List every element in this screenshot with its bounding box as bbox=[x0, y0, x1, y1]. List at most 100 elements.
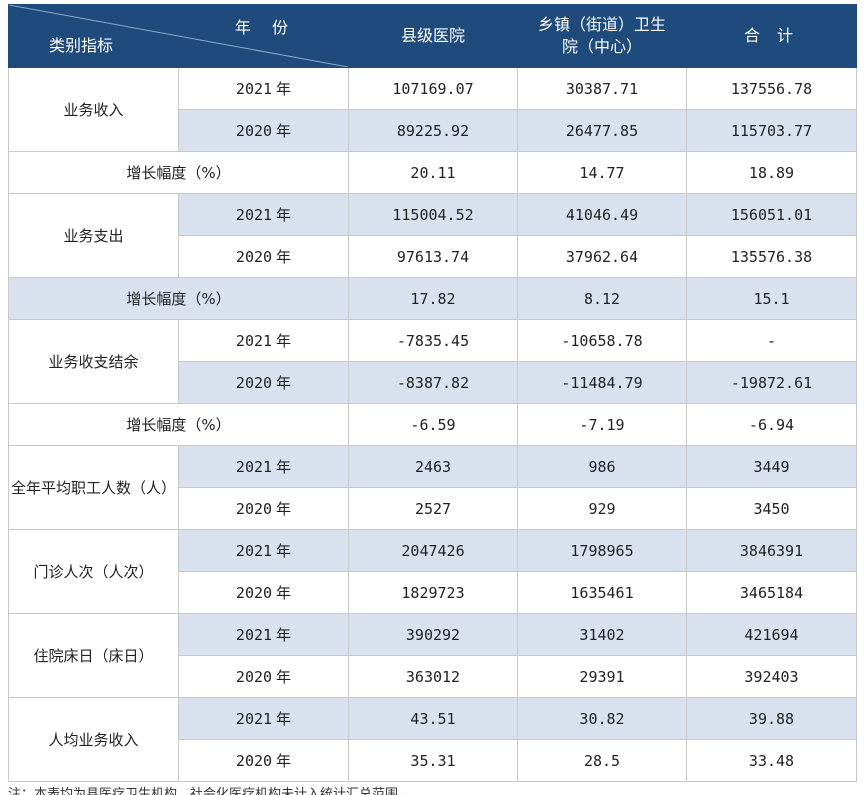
year-value: 2021 bbox=[235, 626, 273, 644]
value-cell-v1: 390292 bbox=[348, 613, 518, 656]
year-cell: 2020 年 bbox=[178, 361, 349, 404]
value-cell-v2: -11484.79 bbox=[517, 361, 687, 404]
value-cell-v1: 115004.52 bbox=[348, 193, 518, 236]
year-unit: 年 bbox=[276, 80, 292, 98]
year-unit: 年 bbox=[276, 206, 292, 224]
corner-header-year-label: 年 份 bbox=[234, 18, 296, 37]
header-row: 年 份 类别指标 县级医院 乡镇（街道）卫生院（中心） 合 计 bbox=[8, 4, 857, 68]
category-cell: 业务收支结余 bbox=[8, 319, 179, 404]
table-row: 2020 年 89225.92 26477.85 115703.77 bbox=[9, 109, 857, 152]
growth-value-cell-v1: 20.11 bbox=[348, 151, 518, 194]
year-cell: 2020 年 bbox=[178, 571, 349, 614]
year-value: 2021 bbox=[235, 542, 273, 560]
column-header-county-hospital: 县级医院 bbox=[348, 4, 518, 68]
year-value: 2020 bbox=[235, 500, 273, 518]
year-cell: 2020 年 bbox=[178, 109, 349, 152]
category-cell: 业务收入 bbox=[8, 67, 179, 152]
value-cell-v3: 421694 bbox=[686, 613, 857, 656]
table-row: 2020 年 35.31 28.5 33.48 bbox=[9, 739, 857, 782]
year-cell: 2021 年 bbox=[178, 697, 349, 740]
value-cell-v1: 35.31 bbox=[348, 739, 518, 782]
year-value: 2021 bbox=[235, 80, 273, 98]
column-header-total: 合 计 bbox=[686, 4, 857, 68]
value-cell-v1: -7835.45 bbox=[348, 319, 518, 362]
growth-value-cell-v2: 8.12 bbox=[517, 277, 687, 320]
year-unit: 年 bbox=[276, 710, 292, 728]
table-row: 2020 年 2527 929 3450 bbox=[9, 487, 857, 530]
value-cell-v2: 30.82 bbox=[517, 697, 687, 740]
year-value: 2021 bbox=[235, 710, 273, 728]
value-cell-v1: 107169.07 bbox=[348, 67, 518, 110]
growth-label-cell: 增长幅度（%） bbox=[8, 151, 349, 194]
year-cell: 2021 年 bbox=[178, 67, 349, 110]
value-cell-v3: 3846391 bbox=[686, 529, 857, 572]
value-cell-v1: 1829723 bbox=[348, 571, 518, 614]
year-cell: 2021 年 bbox=[178, 529, 349, 572]
year-cell: 2020 年 bbox=[178, 487, 349, 530]
year-value: 2020 bbox=[235, 248, 273, 266]
value-cell-v2: 37962.64 bbox=[517, 235, 687, 278]
category-cell: 住院床日（床日） bbox=[8, 613, 179, 698]
value-cell-v1: -8387.82 bbox=[348, 361, 518, 404]
year-unit: 年 bbox=[276, 626, 292, 644]
year-value: 2020 bbox=[235, 584, 273, 602]
category-cell: 门诊人次（人次） bbox=[8, 529, 179, 614]
year-unit: 年 bbox=[276, 500, 292, 518]
year-cell: 2021 年 bbox=[178, 193, 349, 236]
value-cell-v3: 3449 bbox=[686, 445, 857, 488]
value-cell-v2: 26477.85 bbox=[517, 109, 687, 152]
table-row: 住院床日（床日） 2021 年 390292 31402 421694 bbox=[8, 613, 857, 698]
table-row: 人均业务收入 2021 年 43.51 30.82 39.88 bbox=[8, 697, 857, 782]
year-value: 2021 bbox=[235, 458, 273, 476]
value-cell-v1: 2463 bbox=[348, 445, 518, 488]
year-unit: 年 bbox=[276, 248, 292, 266]
year-unit: 年 bbox=[276, 332, 292, 350]
value-cell-v3: - bbox=[686, 319, 857, 362]
hospital-finance-table: 年 份 类别指标 县级医院 乡镇（街道）卫生院（中心） 合 计 业务收入 2021… bbox=[8, 4, 857, 782]
growth-row: 增长幅度（%） 17.82 8.12 15.1 bbox=[8, 277, 857, 320]
year-unit: 年 bbox=[276, 374, 292, 392]
growth-label-cell: 增长幅度（%） bbox=[8, 403, 349, 446]
growth-value-cell-v1: 17.82 bbox=[348, 277, 518, 320]
category-cell: 业务支出 bbox=[8, 193, 179, 278]
category-cell: 人均业务收入 bbox=[8, 697, 179, 782]
category-cell: 全年平均职工人数（人） bbox=[8, 445, 179, 530]
year-unit: 年 bbox=[276, 542, 292, 560]
growth-value-cell-v3: 18.89 bbox=[686, 151, 857, 194]
growth-value-cell-v2: -7.19 bbox=[517, 403, 687, 446]
value-cell-v1: 89225.92 bbox=[348, 109, 518, 152]
year-value: 2020 bbox=[235, 668, 273, 686]
value-cell-v2: 28.5 bbox=[517, 739, 687, 782]
value-cell-v1: 363012 bbox=[348, 655, 518, 698]
year-value: 2021 bbox=[235, 332, 273, 350]
year-value: 2021 bbox=[235, 206, 273, 224]
value-cell-v1: 43.51 bbox=[348, 697, 518, 740]
value-cell-v3: 392403 bbox=[686, 655, 857, 698]
table-row: 全年平均职工人数（人） 2021 年 2463 986 3449 bbox=[8, 445, 857, 530]
year-cell: 2020 年 bbox=[178, 739, 349, 782]
value-cell-v1: 2527 bbox=[348, 487, 518, 530]
year-value: 2020 bbox=[235, 374, 273, 392]
growth-value-cell-v1: -6.59 bbox=[348, 403, 518, 446]
year-cell: 2020 年 bbox=[178, 235, 349, 278]
growth-row: 增长幅度（%） 20.11 14.77 18.89 bbox=[8, 151, 857, 194]
year-unit: 年 bbox=[276, 122, 292, 140]
table-row: 业务收入 2021 年 107169.07 30387.71 137556.78 bbox=[8, 67, 857, 152]
value-cell-v2: 41046.49 bbox=[517, 193, 687, 236]
footnote: 注：本表均为县医疗卫生机构、社会化医疗机构未计入统计汇总范围。 bbox=[8, 787, 412, 795]
value-cell-v3: 115703.77 bbox=[686, 109, 857, 152]
year-unit: 年 bbox=[276, 458, 292, 476]
column-header-township-health-center-label: 乡镇（街道）卫生院（中心） bbox=[538, 15, 667, 56]
value-cell-v1: 97613.74 bbox=[348, 235, 518, 278]
diagonal-divider bbox=[9, 5, 348, 67]
year-value: 2020 bbox=[235, 122, 273, 140]
corner-header-category-label: 类别指标 bbox=[49, 36, 114, 55]
column-header-township-health-center: 乡镇（街道）卫生院（中心） bbox=[517, 4, 687, 68]
table-row: 2020 年 363012 29391 392403 bbox=[9, 655, 857, 698]
year-cell: 2021 年 bbox=[178, 613, 349, 656]
year-cell: 2020 年 bbox=[178, 655, 349, 698]
value-cell-v2: 30387.71 bbox=[517, 67, 687, 110]
year-unit: 年 bbox=[276, 752, 292, 770]
growth-value-cell-v3: 15.1 bbox=[686, 277, 857, 320]
value-cell-v3: 39.88 bbox=[686, 697, 857, 740]
